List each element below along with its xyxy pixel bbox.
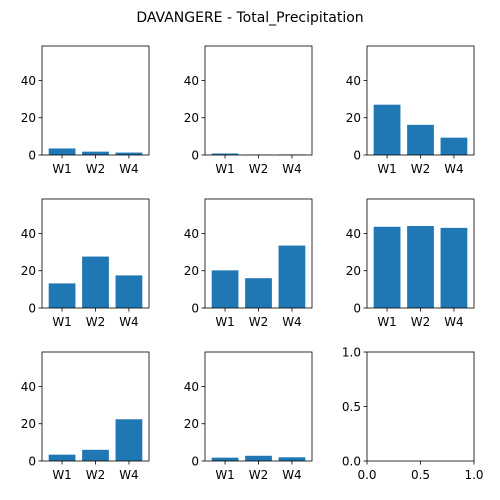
subplot-2: 0 20 40 W1 W2 W4: [184, 45, 313, 176]
axes-frame-7: [41, 351, 150, 462]
bar-5-w1: [211, 270, 239, 308]
bar-5-w4: [278, 245, 306, 308]
xtick-label-4-w2: W2: [86, 315, 106, 329]
subplot-7: 0 20 40 W1 W2 W4: [21, 351, 150, 482]
bar-3-w2: [407, 124, 434, 155]
xtick-label-8-w4: W4: [282, 468, 302, 482]
axes-frame-4: [41, 198, 150, 309]
ytick-label-5-0: 0: [191, 301, 199, 315]
xtick-label-1-w1: W1: [52, 162, 72, 176]
ytick-label-3-20: 20: [346, 111, 361, 125]
bar-6-w1: [373, 226, 401, 308]
xtick-label-9-0: 0.0: [357, 468, 376, 482]
subplot-6: 0 20 40 W1 W2 W4: [346, 198, 475, 329]
figure-title: DAVANGERE - Total_Precipitation: [136, 10, 363, 26]
ytick-label-4-20: 20: [21, 264, 36, 278]
xtick-label-5-w2: W2: [249, 315, 269, 329]
ytick-label-1-0: 0: [28, 148, 36, 162]
subplot-grid: 0 20 40 W1 W2 W4 0 20 40 W1 W2 W4 0 20 40 W1 W2 W4 0 20 40 W1…: [21, 45, 484, 482]
bar-8-w2: [245, 455, 272, 461]
ytick-label-7-20: 20: [21, 417, 36, 431]
bar-3-w1: [373, 104, 401, 155]
subplot-8: 0 20 40 W1 W2 W4: [184, 351, 313, 482]
bar-2-w1: [211, 153, 239, 155]
subplot-1: 0 20 40 W1 W2 W4: [21, 45, 150, 176]
xtick-label-6-w4: W4: [444, 315, 464, 329]
xtick-label-3-w2: W2: [411, 162, 431, 176]
xtick-label-8-w2: W2: [249, 468, 269, 482]
subplot-4: 0 20 40 W1 W2 W4: [21, 198, 150, 329]
xtick-label-9-2: 1.0: [464, 468, 483, 482]
ytick-label-2-40: 40: [184, 74, 199, 88]
xtick-label-7-w4: W4: [119, 468, 139, 482]
ytick-label-6-40: 40: [346, 227, 361, 241]
bar-4-w1: [48, 283, 76, 308]
ytick-label-6-20: 20: [346, 264, 361, 278]
xtick-label-1-w2: W2: [86, 162, 106, 176]
bar-1-w4: [115, 152, 143, 155]
bar-6-w2: [407, 226, 434, 308]
xtick-label-5-w4: W4: [282, 315, 302, 329]
xtick-label-2-w2: W2: [249, 162, 269, 176]
ytick-label-5-20: 20: [184, 264, 199, 278]
xtick-label-5-w1: W1: [215, 315, 235, 329]
axes-frame-5: [204, 198, 313, 309]
ytick-label-7-40: 40: [21, 380, 36, 394]
xtick-label-6-w2: W2: [411, 315, 431, 329]
bar-7-w2: [82, 449, 109, 461]
axes-frame-3: [366, 45, 475, 156]
subplot-9: 0.0 0.5 1.0 0.0 0.5 1.0: [342, 345, 484, 482]
ytick-label-4-0: 0: [28, 301, 36, 315]
axes-frame-2: [204, 45, 313, 156]
axes-frame-9: [366, 351, 475, 462]
subplot-5: 0 20 40 W1 W2 W4: [184, 198, 313, 329]
ytick-label-4-40: 40: [21, 227, 36, 241]
ytick-label-9-0: 0.0: [342, 454, 361, 468]
xtick-label-8-w1: W1: [215, 468, 235, 482]
axes-frame-8: [204, 351, 313, 462]
bar-4-w2: [82, 256, 109, 308]
bar-6-w4: [440, 227, 468, 308]
bar-1-w1: [48, 148, 76, 155]
bar-8-w1: [211, 457, 239, 461]
bar-1-w2: [82, 151, 109, 155]
ytick-label-8-40: 40: [184, 380, 199, 394]
xtick-label-7-w2: W2: [86, 468, 106, 482]
ytick-label-2-0: 0: [191, 148, 199, 162]
bar-7-w4: [115, 419, 143, 461]
xtick-label-3-w1: W1: [377, 162, 397, 176]
ytick-label-9-2: 1.0: [342, 345, 361, 359]
xtick-label-9-1: 0.5: [411, 468, 430, 482]
xtick-label-7-w1: W1: [52, 468, 72, 482]
axes-frame-1: [41, 45, 150, 156]
ytick-label-7-0: 0: [28, 454, 36, 468]
bar-7-w1: [48, 454, 76, 461]
bar-4-w4: [115, 275, 143, 308]
xtick-label-2-w4: W4: [282, 162, 302, 176]
ytick-label-2-20: 20: [184, 111, 199, 125]
ytick-label-1-20: 20: [21, 111, 36, 125]
ytick-label-1-40: 40: [21, 74, 36, 88]
bar-8-w4: [278, 457, 306, 461]
xtick-label-4-w4: W4: [119, 315, 139, 329]
ytick-label-8-20: 20: [184, 417, 199, 431]
ytick-label-5-40: 40: [184, 227, 199, 241]
xtick-label-3-w4: W4: [444, 162, 464, 176]
ytick-label-6-0: 0: [353, 301, 361, 315]
ytick-label-9-1: 0.5: [342, 400, 361, 414]
ytick-label-3-0: 0: [353, 148, 361, 162]
xtick-label-6-w1: W1: [377, 315, 397, 329]
bar-5-w2: [245, 278, 272, 308]
ytick-label-3-40: 40: [346, 74, 361, 88]
ytick-label-8-0: 0: [191, 454, 199, 468]
bar-3-w4: [440, 137, 468, 155]
xtick-label-2-w1: W1: [215, 162, 235, 176]
xtick-label-4-w1: W1: [52, 315, 72, 329]
axes-frame-6: [366, 198, 475, 309]
subplot-3: 0 20 40 W1 W2 W4: [346, 45, 475, 176]
xtick-label-1-w4: W4: [119, 162, 139, 176]
